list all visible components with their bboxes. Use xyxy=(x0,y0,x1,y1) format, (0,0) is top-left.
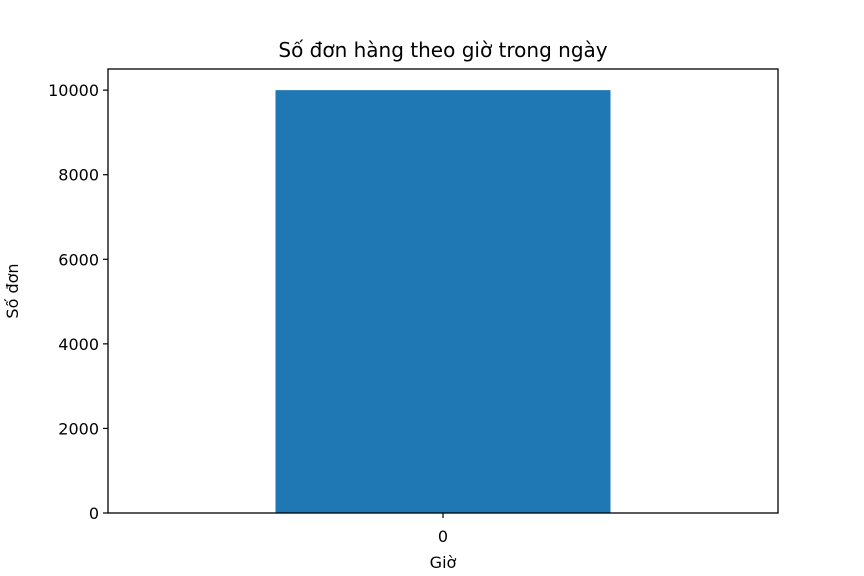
bars-group xyxy=(275,90,611,514)
y-tick-label: 0 xyxy=(89,504,99,523)
y-axis-ticks: 0 2000 4000 6000 8000 10000 xyxy=(48,81,108,523)
y-tick-label: 10000 xyxy=(48,81,99,100)
chart-title: Số đơn hàng theo giờ trong ngày xyxy=(278,38,607,62)
x-axis-label: Giờ xyxy=(430,553,457,572)
y-axis-label: Số đơn xyxy=(3,263,22,318)
x-tick-label: 0 xyxy=(438,527,448,546)
y-tick-label: 8000 xyxy=(58,166,99,185)
bar-0 xyxy=(275,90,611,514)
y-tick-label: 2000 xyxy=(58,419,99,438)
y-tick-label: 6000 xyxy=(58,250,99,269)
x-axis-ticks: 0 xyxy=(438,513,448,546)
y-tick-label: 4000 xyxy=(58,335,99,354)
